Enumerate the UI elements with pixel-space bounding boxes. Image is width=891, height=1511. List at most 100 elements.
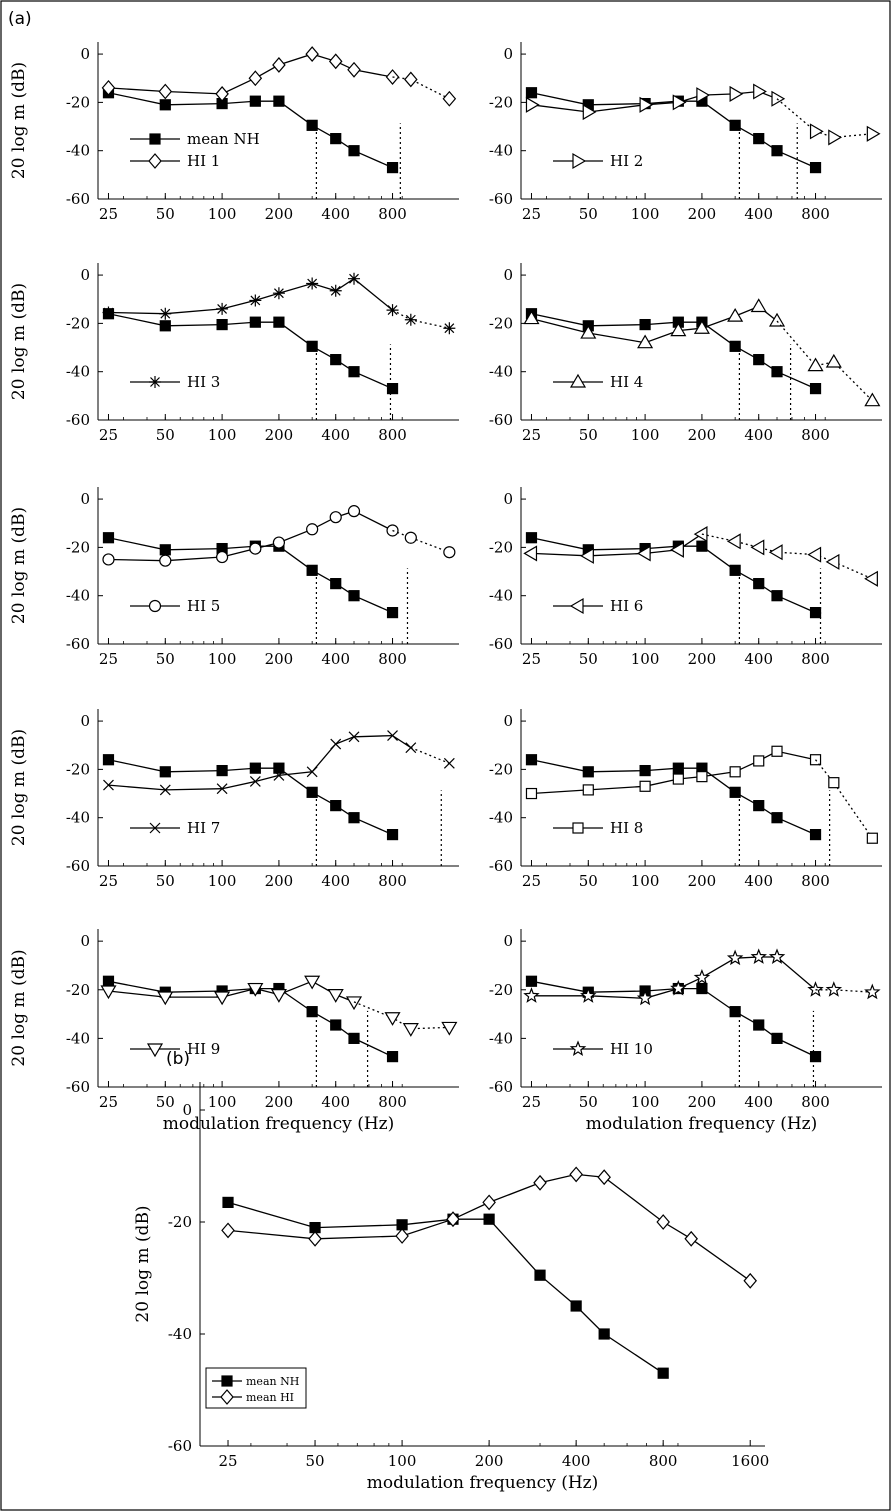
point-star [768,948,786,964]
point-triangle-down [214,991,231,1006]
series-line [108,734,412,791]
y-tick-label: -40 [168,1325,192,1343]
point-square-filled [809,606,822,619]
legend: HI 6 [553,597,643,615]
y-tick-label: -20 [489,538,513,556]
y-tick-label: -20 [168,1213,192,1231]
y-axis-title: 20 log m (dB) [9,949,29,1066]
x-tick-label: 100 [208,426,237,444]
x-tick-label: 100 [208,205,237,223]
series-2 [523,526,708,564]
chart-11: 0 -20 -40 -60 25 50 100 200 400 800 1600 20 log m (… [133,1082,769,1493]
chart-9: 0 -20 -40 -60 25 50 100 200 400 800 20 log m (dB) m… [9,929,459,1134]
point-triangle-left [569,597,584,615]
y-tick-label: -20 [66,314,90,332]
legend: HI 3 [130,373,220,391]
x-tick-label: 200 [265,205,294,223]
point-square-filled [159,320,171,332]
point-square-filled [809,383,822,395]
series-line [353,1001,450,1030]
point-star [693,968,711,985]
point-circle [306,523,319,536]
point-triangle-right [639,96,654,113]
panel-a-label: (a) [8,9,32,29]
point-cross [443,757,455,769]
x-tick-label: 100 [208,650,237,668]
y-tick-label: 0 [80,712,90,730]
point-square-filled [753,578,765,590]
point-cross [306,766,318,778]
point-star [807,981,824,997]
point-diamond [101,79,116,96]
x-tick-label: 50 [306,1452,325,1470]
point-triangle-left [523,545,538,562]
y-tick-label: -60 [66,857,90,875]
y-tick-label: -40 [489,142,513,160]
point-square [639,780,651,792]
y-tick-label: -20 [489,93,513,111]
point-circle [249,542,262,555]
point-diamond [215,86,229,102]
series-3 [701,533,878,587]
point-square-filled [753,800,765,812]
point-star [726,949,744,966]
point-diamond [569,1166,583,1183]
point-circle [404,531,417,544]
point-square-filled [249,762,261,774]
legend-label: HI 2 [610,152,643,170]
point-square-filled [330,578,342,590]
x-tick-label: 100 [631,650,660,668]
point-triangle-down [146,1043,164,1058]
point-square-filled [348,145,360,157]
legend: HI 4 [553,373,643,391]
series-2 [102,272,399,320]
y-tick-label: -40 [66,363,90,381]
series-line [410,746,450,764]
y-tick-label: -40 [66,809,90,827]
series-1 [102,308,399,395]
x-tick-label: 25 [522,426,541,444]
y-tick-label: -20 [66,760,90,778]
x-tick-label: 50 [579,205,598,223]
point-triangle-up [807,357,824,372]
point-triangle-right [525,96,540,113]
series-1 [525,532,822,619]
legend-label: HI 10 [610,1040,653,1058]
series-line [392,76,450,100]
point-cross [103,779,114,791]
point-square-filled [348,1032,360,1044]
point-square [729,766,741,778]
legend-label: mean NH [246,1375,299,1388]
series-3 [776,320,881,407]
x-tick-label: 100 [631,205,660,223]
x-tick-label: 400 [744,872,773,890]
series-2 [523,298,786,349]
x-tick-label: 200 [265,872,294,890]
point-square-filled [386,383,399,395]
series-3 [410,746,455,769]
series-line [108,277,393,315]
point-square-filled [729,564,741,576]
y-tick-label: -20 [489,314,513,332]
point-diamond [305,46,319,62]
x-tick-label: 800 [378,650,407,668]
legend: HI 7 [130,819,220,837]
x-tick-label: 800 [801,205,830,223]
y-tick-label: -60 [489,857,513,875]
chart-7: 0 -20 -40 -60 25 50 100 200 400 800 20 log m (dB) H… [9,709,459,890]
x-axis-title: modulation frequency (Hz) [367,1473,599,1493]
series-line [108,980,355,1003]
point-triangle-left [726,533,741,550]
legend-label: HI 7 [187,819,220,837]
point-square [753,755,765,767]
point-square-filled [159,766,171,778]
x-tick-label: 200 [265,426,294,444]
y-tick-label: 0 [80,490,90,508]
point-square-filled [306,564,318,576]
point-cross [149,822,161,834]
point-star [825,981,843,997]
x-tick-label: 800 [378,1093,407,1111]
x-tick-label: 50 [579,426,598,444]
point-asterisk [306,277,319,290]
x-tick-label: 100 [631,872,660,890]
